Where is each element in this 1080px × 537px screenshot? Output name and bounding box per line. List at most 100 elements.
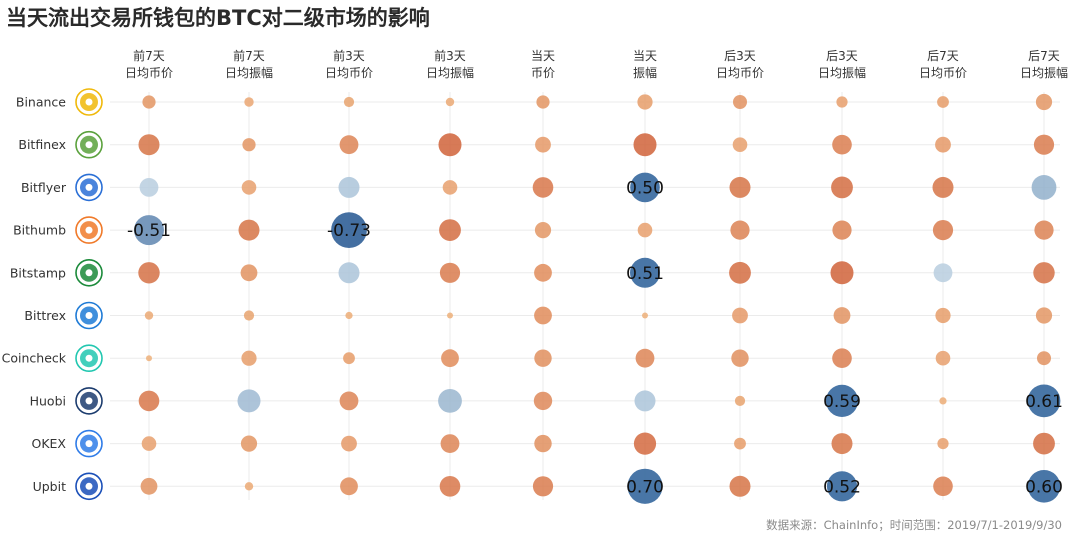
data-bubble xyxy=(242,138,256,152)
column-header: 日均振幅 xyxy=(426,65,474,80)
data-bubble xyxy=(532,476,554,497)
data-bubble xyxy=(134,215,164,246)
column-header: 前3天 xyxy=(434,48,466,63)
data-bubble xyxy=(831,176,853,199)
data-bubble xyxy=(633,133,657,157)
coincheck-logo-icon xyxy=(75,344,103,373)
column-header: 日均振幅 xyxy=(818,65,866,80)
data-bubble xyxy=(1034,220,1054,240)
data-bubble xyxy=(141,436,157,451)
bubble-value-label: 0.60 xyxy=(1025,477,1063,497)
upbit-logo-icon xyxy=(75,472,103,501)
column-header: 币价 xyxy=(531,66,555,80)
exchange-label: Binance xyxy=(16,95,66,110)
exchange-label: Bitflyer xyxy=(21,180,67,195)
data-bubble xyxy=(241,180,257,195)
data-bubble xyxy=(832,220,852,240)
data-bubble xyxy=(439,219,461,242)
data-bubble xyxy=(729,261,751,284)
data-bubble xyxy=(438,389,462,413)
data-bubble xyxy=(937,96,949,108)
data-bubble xyxy=(933,476,953,497)
data-bubble xyxy=(345,311,353,320)
data-bubble xyxy=(1035,307,1053,324)
column-header: 后7天 xyxy=(1028,49,1060,63)
column-header: 前3天 xyxy=(333,48,365,63)
data-bubble xyxy=(826,471,858,502)
data-bubble xyxy=(932,176,954,198)
okex-logo-icon xyxy=(75,429,103,458)
data-bubble xyxy=(238,219,260,241)
data-bubble xyxy=(1027,470,1061,503)
data-bubble xyxy=(534,306,552,325)
exchange-label: Bitstamp xyxy=(10,265,66,280)
data-bubble xyxy=(836,96,848,108)
exchange-label: Bitfinex xyxy=(18,137,66,152)
data-bubble xyxy=(138,262,160,284)
column-header: 后3天 xyxy=(724,49,756,63)
data-bubble xyxy=(642,312,648,319)
column-header: 日均币价 xyxy=(919,66,967,80)
data-bubble xyxy=(637,222,653,238)
bubble-value-label: 0.52 xyxy=(823,477,861,497)
exchange-label: Huobi xyxy=(30,393,66,408)
data-bubble xyxy=(442,180,458,195)
data-bubble xyxy=(939,397,947,405)
data-bubble xyxy=(447,312,453,319)
data-bubble xyxy=(440,434,460,453)
data-bubble xyxy=(1031,175,1057,200)
bithumb-logo-icon xyxy=(75,216,103,244)
data-bubble xyxy=(339,135,359,155)
bubble-value-label: -0.51 xyxy=(127,221,171,241)
data-bubble xyxy=(341,435,357,452)
exchange-label: OKEX xyxy=(32,436,67,451)
exchange-label: Upbit xyxy=(33,479,66,494)
data-bubble xyxy=(732,137,748,152)
data-bubble xyxy=(139,178,159,197)
data-bubble xyxy=(932,220,954,241)
data-bubble xyxy=(343,96,355,108)
bubble-value-label: 0.51 xyxy=(626,264,664,284)
column-header: 振幅 xyxy=(633,65,657,80)
data-bubble xyxy=(1027,384,1061,418)
data-bubble xyxy=(438,133,462,157)
data-bubble xyxy=(534,434,552,453)
data-bubble xyxy=(730,220,750,240)
bubble-value-label: -0.73 xyxy=(327,221,371,241)
data-bubble xyxy=(627,468,663,504)
data-bubble xyxy=(140,477,158,495)
data-bubble xyxy=(144,311,154,320)
data-bubble xyxy=(241,350,257,366)
data-bubble xyxy=(534,349,552,367)
chart-title: 当天流出交易所钱包的BTC对二级市场的影响 xyxy=(6,6,430,30)
data-bubble xyxy=(935,307,951,324)
data-bubble xyxy=(830,261,854,285)
data-bubble xyxy=(138,390,160,412)
data-bubble xyxy=(244,97,254,107)
column-header: 后7天 xyxy=(927,49,959,63)
exchange-label: Bittrex xyxy=(24,308,66,323)
column-header: 前7天 xyxy=(233,48,265,63)
data-bubble xyxy=(536,95,550,109)
bitstamp-logo-icon xyxy=(75,258,103,287)
data-bubble xyxy=(138,134,160,156)
data-bubble xyxy=(937,438,949,450)
data-bubble xyxy=(733,95,747,109)
data-bubble xyxy=(240,435,258,452)
data-bubble xyxy=(441,349,459,368)
data-bubble xyxy=(339,391,359,411)
bubble-value-label: 0.50 xyxy=(626,178,664,198)
data-bubble xyxy=(331,212,367,249)
bubble-value-label: 0.59 xyxy=(823,392,861,412)
data-bubble xyxy=(729,475,751,497)
data-bubble xyxy=(831,433,853,455)
data-source-note: 数据来源：ChainInfo；时间范围：2019/7/1-2019/9/30 xyxy=(766,518,1062,532)
data-bubble xyxy=(533,391,553,411)
column-header: 当天 xyxy=(633,49,657,63)
data-bubble xyxy=(633,432,657,455)
column-header: 日均币价 xyxy=(125,66,173,80)
bitflyer-logo-icon xyxy=(75,173,103,202)
bittrex-logo-icon xyxy=(75,301,103,330)
data-bubble xyxy=(343,352,355,365)
data-bubble xyxy=(935,350,951,366)
